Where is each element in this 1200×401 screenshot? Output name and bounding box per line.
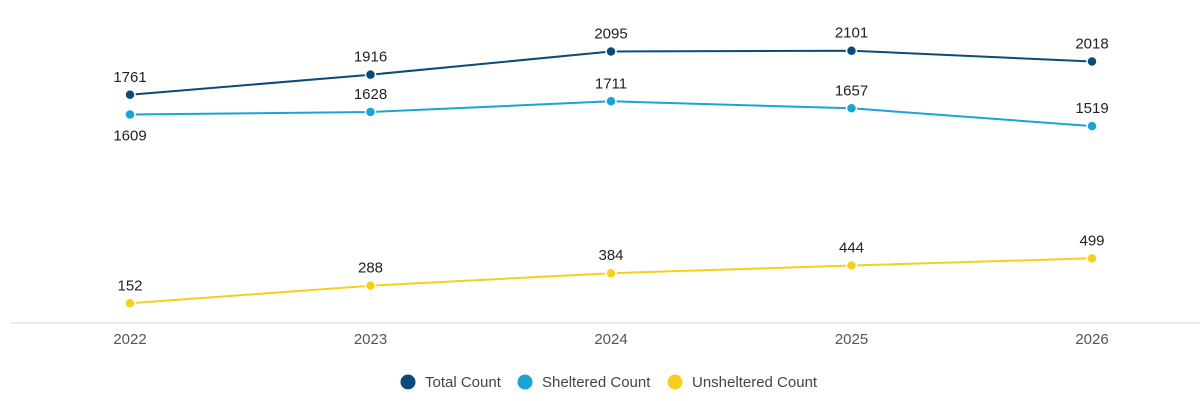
data-label-sheltered-count: 1609 (113, 127, 146, 144)
data-label-total-count: 2095 (594, 25, 627, 42)
data-point-sheltered-count (605, 95, 617, 108)
legend-marker-sheltered-count (517, 374, 533, 390)
series-line-unsheltered-count (129, 257, 1093, 305)
legend-item-unsheltered-count: Unsheltered Count (667, 374, 818, 391)
x-tick-label: 2026 (1075, 331, 1108, 348)
data-point-unsheltered-count (124, 297, 136, 310)
data-point-unsheltered-count (605, 267, 617, 279)
data-label-total-count: 1916 (354, 49, 387, 66)
data-label-sheltered-count: 1657 (835, 82, 868, 99)
legend-label-sheltered-count: Sheltered Count (542, 374, 651, 391)
legend-item-sheltered-count: Sheltered Count (517, 374, 651, 391)
data-point-total-count (605, 45, 617, 58)
data-label-sheltered-count: 1628 (354, 86, 387, 103)
data-point-total-count (845, 44, 858, 57)
data-point-unsheltered-count (1086, 252, 1098, 265)
series-sheltered-count: 1609 1628 1711 1657 1519 (113, 75, 1108, 144)
data-point-sheltered-count (124, 108, 136, 121)
data-label-unsheltered-count: 499 (1079, 232, 1104, 249)
series-unsheltered-count: 152 288 384 444 499 (117, 232, 1105, 310)
data-label-unsheltered-count: 444 (839, 239, 864, 256)
data-label-sheltered-count: 1519 (1075, 100, 1108, 117)
legend-item-total-count: Total Count (400, 374, 502, 391)
legend: Total Count Sheltered Count Unsheltered Co… (400, 374, 818, 391)
series-layer: 1761 1916 2095 2101 2018 1609 1628 1711 1657 1519… (113, 25, 1109, 310)
data-label-total-count: 2101 (835, 25, 868, 42)
x-axis-ticks: 2022 2023 2024 2025 2026 (113, 331, 1108, 348)
x-tick-label: 2022 (113, 331, 146, 348)
data-point-unsheltered-count (364, 279, 377, 292)
x-tick-label: 2025 (835, 331, 868, 348)
data-point-total-count (124, 89, 136, 101)
legend-marker-total-count (400, 374, 416, 390)
legend-label-total-count: Total Count (425, 374, 502, 391)
data-point-sheltered-count (364, 106, 377, 118)
data-label-total-count: 2018 (1075, 35, 1108, 52)
series-total-count: 1761 1916 2095 2101 2018 (113, 25, 1109, 101)
data-point-total-count (364, 68, 377, 81)
data-point-sheltered-count (1086, 120, 1098, 132)
data-label-unsheltered-count: 288 (358, 260, 383, 277)
data-point-sheltered-count (845, 102, 858, 115)
legend-label-unsheltered-count: Unsheltered Count (692, 374, 818, 391)
data-label-unsheltered-count: 152 (117, 277, 142, 294)
data-label-total-count: 1761 (113, 69, 146, 86)
x-tick-label: 2024 (594, 331, 627, 348)
data-point-unsheltered-count (845, 259, 858, 272)
legend-marker-unsheltered-count (667, 374, 683, 390)
data-point-total-count (1086, 55, 1098, 68)
x-tick-label: 2023 (354, 331, 387, 348)
data-label-sheltered-count: 1711 (595, 75, 627, 92)
data-label-unsheltered-count: 384 (598, 247, 623, 264)
